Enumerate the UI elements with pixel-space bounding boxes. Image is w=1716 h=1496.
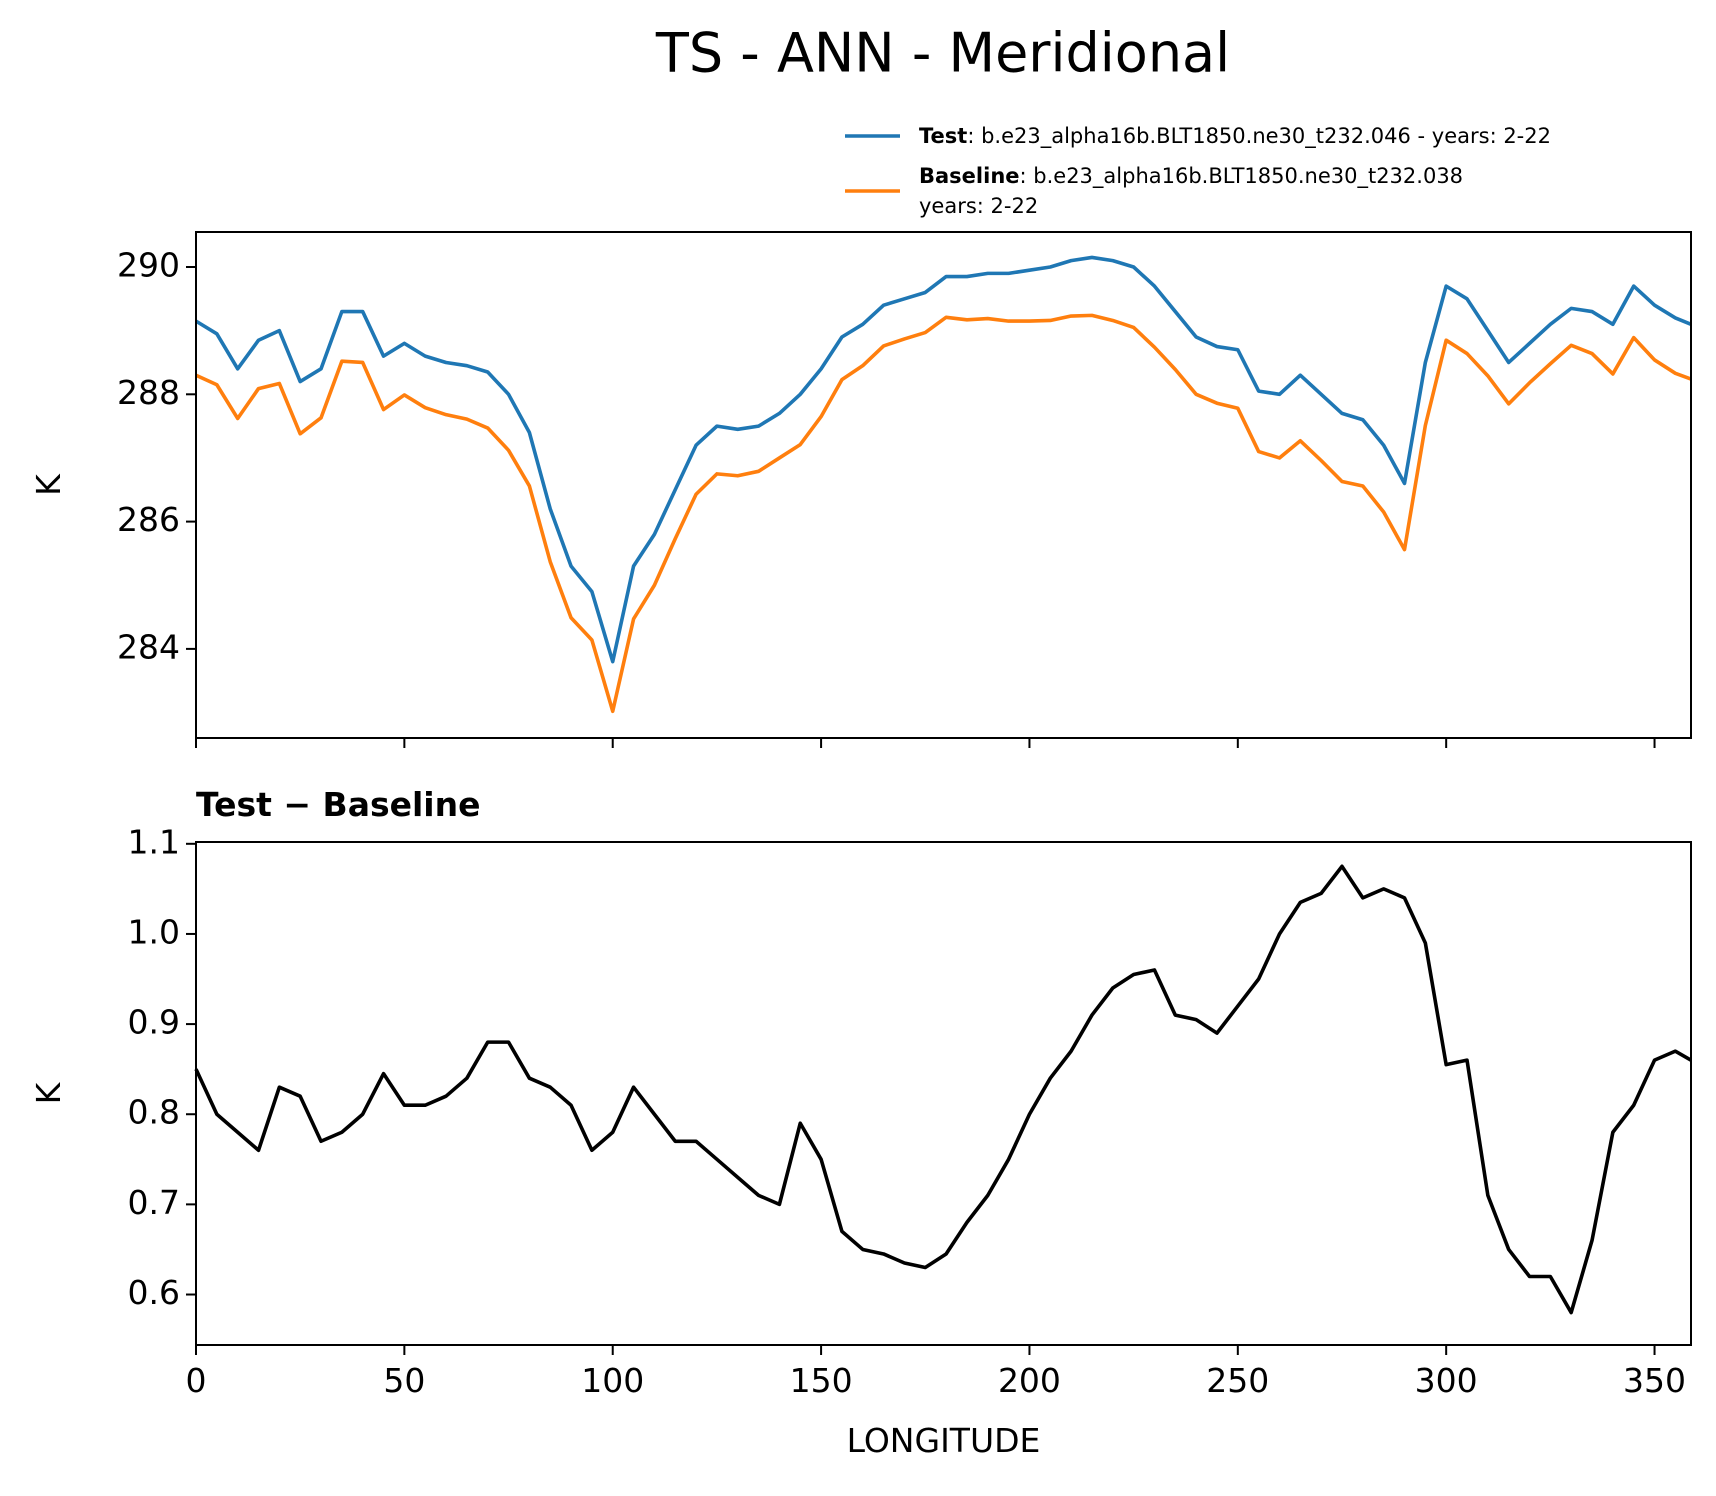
y-tick-label: 284 <box>117 627 180 666</box>
y-tick-label: 0.7 <box>128 1183 180 1222</box>
x-tick-label: 300 <box>1415 1361 1478 1400</box>
axes-title: Test − Baseline <box>196 785 481 824</box>
axes-frame <box>195 231 1692 739</box>
figure-title: TS - ANN - Meridional <box>655 22 1230 85</box>
y-axis-label: K <box>29 473 68 496</box>
legend-name: Test <box>919 124 967 148</box>
legend-description: years: 2-22 <box>919 194 1038 218</box>
y-axis-label: K <box>29 1081 68 1104</box>
legend-name: Baseline <box>919 164 1020 188</box>
x-tick-label: 350 <box>1623 1361 1686 1400</box>
y-tick-label: 1.1 <box>128 822 180 861</box>
axes-frame <box>195 841 1692 1346</box>
x-tick-label: 0 <box>186 1361 207 1400</box>
y-tick-label: 0.8 <box>128 1093 180 1132</box>
y-tick-label: 290 <box>117 246 180 285</box>
legend-label: Baseline: b.e23_alpha16b.BLT1850.ne30_t2… <box>919 164 1463 218</box>
x-axis-label: LONGITUDE <box>847 1421 1041 1460</box>
data-line <box>194 864 1692 1315</box>
y-tick-label: 0.6 <box>128 1273 180 1312</box>
data-line <box>195 255 1692 664</box>
data-line <box>195 313 1692 714</box>
y-tick-label: 288 <box>117 373 180 412</box>
y-tick-label: 286 <box>117 500 180 539</box>
x-tick-label: 200 <box>998 1361 1061 1400</box>
x-tick-label: 150 <box>790 1361 853 1400</box>
legend-description: : b.e23_alpha16b.BLT1850.ne30_t232.038 <box>1020 164 1464 189</box>
legend-label: Test: b.e23_alpha16b.BLT1850.ne30_t232.0… <box>919 124 1551 149</box>
x-tick-label: 100 <box>581 1361 644 1400</box>
x-tick-label: 250 <box>1206 1361 1269 1400</box>
y-tick-label: 0.9 <box>128 1003 180 1042</box>
legend-description: : b.e23_alpha16b.BLT1850.ne30_t232.046 -… <box>967 124 1551 149</box>
y-tick-label: 1.0 <box>128 912 180 951</box>
x-tick-label: 50 <box>383 1361 425 1400</box>
